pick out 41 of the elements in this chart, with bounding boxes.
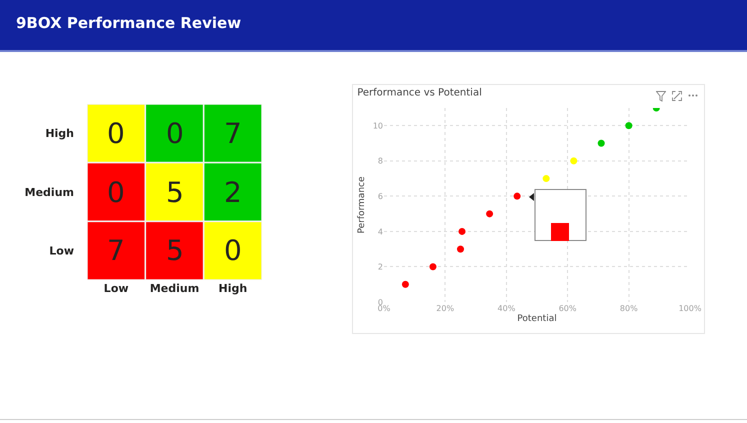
data-label: 7 (107, 234, 125, 267)
y-tick-label: 6 (378, 192, 383, 201)
point (598, 140, 605, 147)
data-label: 0 (107, 117, 125, 150)
x-tick-label: 100% (678, 304, 702, 313)
y-axis-title: Performance (357, 176, 368, 234)
point (542, 175, 550, 182)
x-axis-title: Potential (517, 314, 557, 324)
y-tick-label: 10 (372, 121, 383, 130)
x-tick-label: 60% (558, 304, 577, 313)
data-label: 2 (224, 176, 242, 209)
y-tick-label: 2 (378, 262, 383, 272)
point (570, 157, 578, 164)
point (429, 263, 436, 270)
point (486, 210, 494, 218)
chart-title: 9BOX Performance Review (16, 14, 242, 32)
x-tick-label: 0% (378, 304, 391, 313)
y-tick-label: High (45, 127, 74, 140)
y-tick-label: Low (49, 244, 74, 258)
x-tick-label: 80% (620, 304, 638, 313)
y-tick-label: 0 (378, 298, 383, 307)
data-label: 5 (166, 234, 184, 267)
chart-title: Performance vs Potential (357, 88, 482, 99)
x-tick-label: Medium (150, 282, 200, 295)
data-label: 0 (166, 117, 184, 150)
point (458, 228, 466, 235)
y-tick-label: 4 (378, 227, 383, 236)
data-label: 0 (107, 176, 125, 209)
y-tick-label: Medium (24, 186, 74, 199)
data-label: 7 (224, 117, 242, 150)
data-label: 5 (166, 176, 184, 209)
point (402, 280, 409, 288)
x-tick-label: Low (104, 282, 129, 295)
y-tick-label: 8 (378, 156, 383, 166)
point (457, 246, 464, 253)
data-label: 0 (224, 234, 242, 267)
x-tick-label: 20% (436, 304, 454, 313)
x-tick-label: 40% (498, 304, 516, 313)
point (625, 122, 632, 130)
point (514, 192, 521, 200)
x-tick-label: High (218, 282, 248, 295)
